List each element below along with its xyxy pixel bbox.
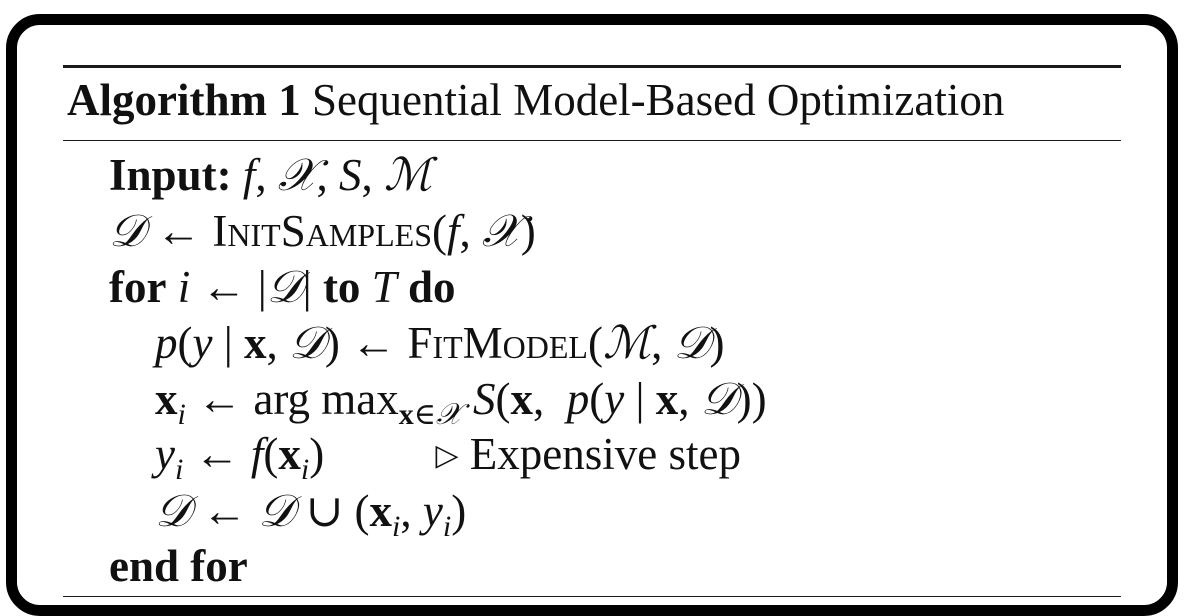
for-keyword: for (109, 262, 167, 312)
argmax-text: arg max (253, 374, 399, 424)
do-keyword: do (407, 262, 456, 312)
end-for-line: end for (63, 539, 1121, 594)
input-keyword: Input: (109, 150, 232, 200)
top-rule (63, 65, 1121, 68)
caption-rule (63, 140, 1121, 141)
algorithm-box: Algorithm 1 Sequential Model-Based Optim… (63, 65, 1121, 597)
for-line: for i ← |𝒟| to T do (109, 260, 456, 313)
algorithm-title: Sequential Model-Based Optimization (311, 75, 1005, 125)
comment-triangle-icon: ▷ (435, 439, 459, 472)
figure-frame: Algorithm 1 Sequential Model-Based Optim… (6, 14, 1178, 616)
init-proc-name: InitSamples (212, 206, 432, 256)
comment-text: Expensive step (469, 429, 741, 479)
update-line: 𝒟 ← 𝒟 ∪ (xi, yi) (155, 484, 467, 543)
evaluate-line: yi ← f(xi) ▷ Expensive step (155, 429, 741, 486)
init-line: 𝒟 ← InitSamples(f, 𝒳) (109, 204, 536, 257)
algorithm-caption: Algorithm 1 Sequential Model-Based Optim… (63, 68, 1121, 132)
input-params: f, 𝒳, S, ℳ (242, 148, 433, 201)
fit-proc-name: FitModel (407, 318, 588, 368)
fit-line: p(y | x, 𝒟) ← FitModel(ℳ, 𝒟) (155, 316, 725, 369)
algorithm-label: Algorithm 1 (67, 75, 301, 125)
algorithm-body: Input: f, 𝒳, S, ℳ 𝒟 ← InitSamples(f, 𝒳) … (63, 141, 1121, 596)
bottom-rule (63, 596, 1121, 597)
to-keyword: to (322, 262, 361, 312)
input-line: Input: f, 𝒳, S, ℳ (63, 147, 1121, 203)
end-for-keyword: end for (109, 541, 248, 591)
argmax-line: xi ← arg maxx∈𝒳 S(x, p(y | x, 𝒟)) (155, 372, 767, 432)
